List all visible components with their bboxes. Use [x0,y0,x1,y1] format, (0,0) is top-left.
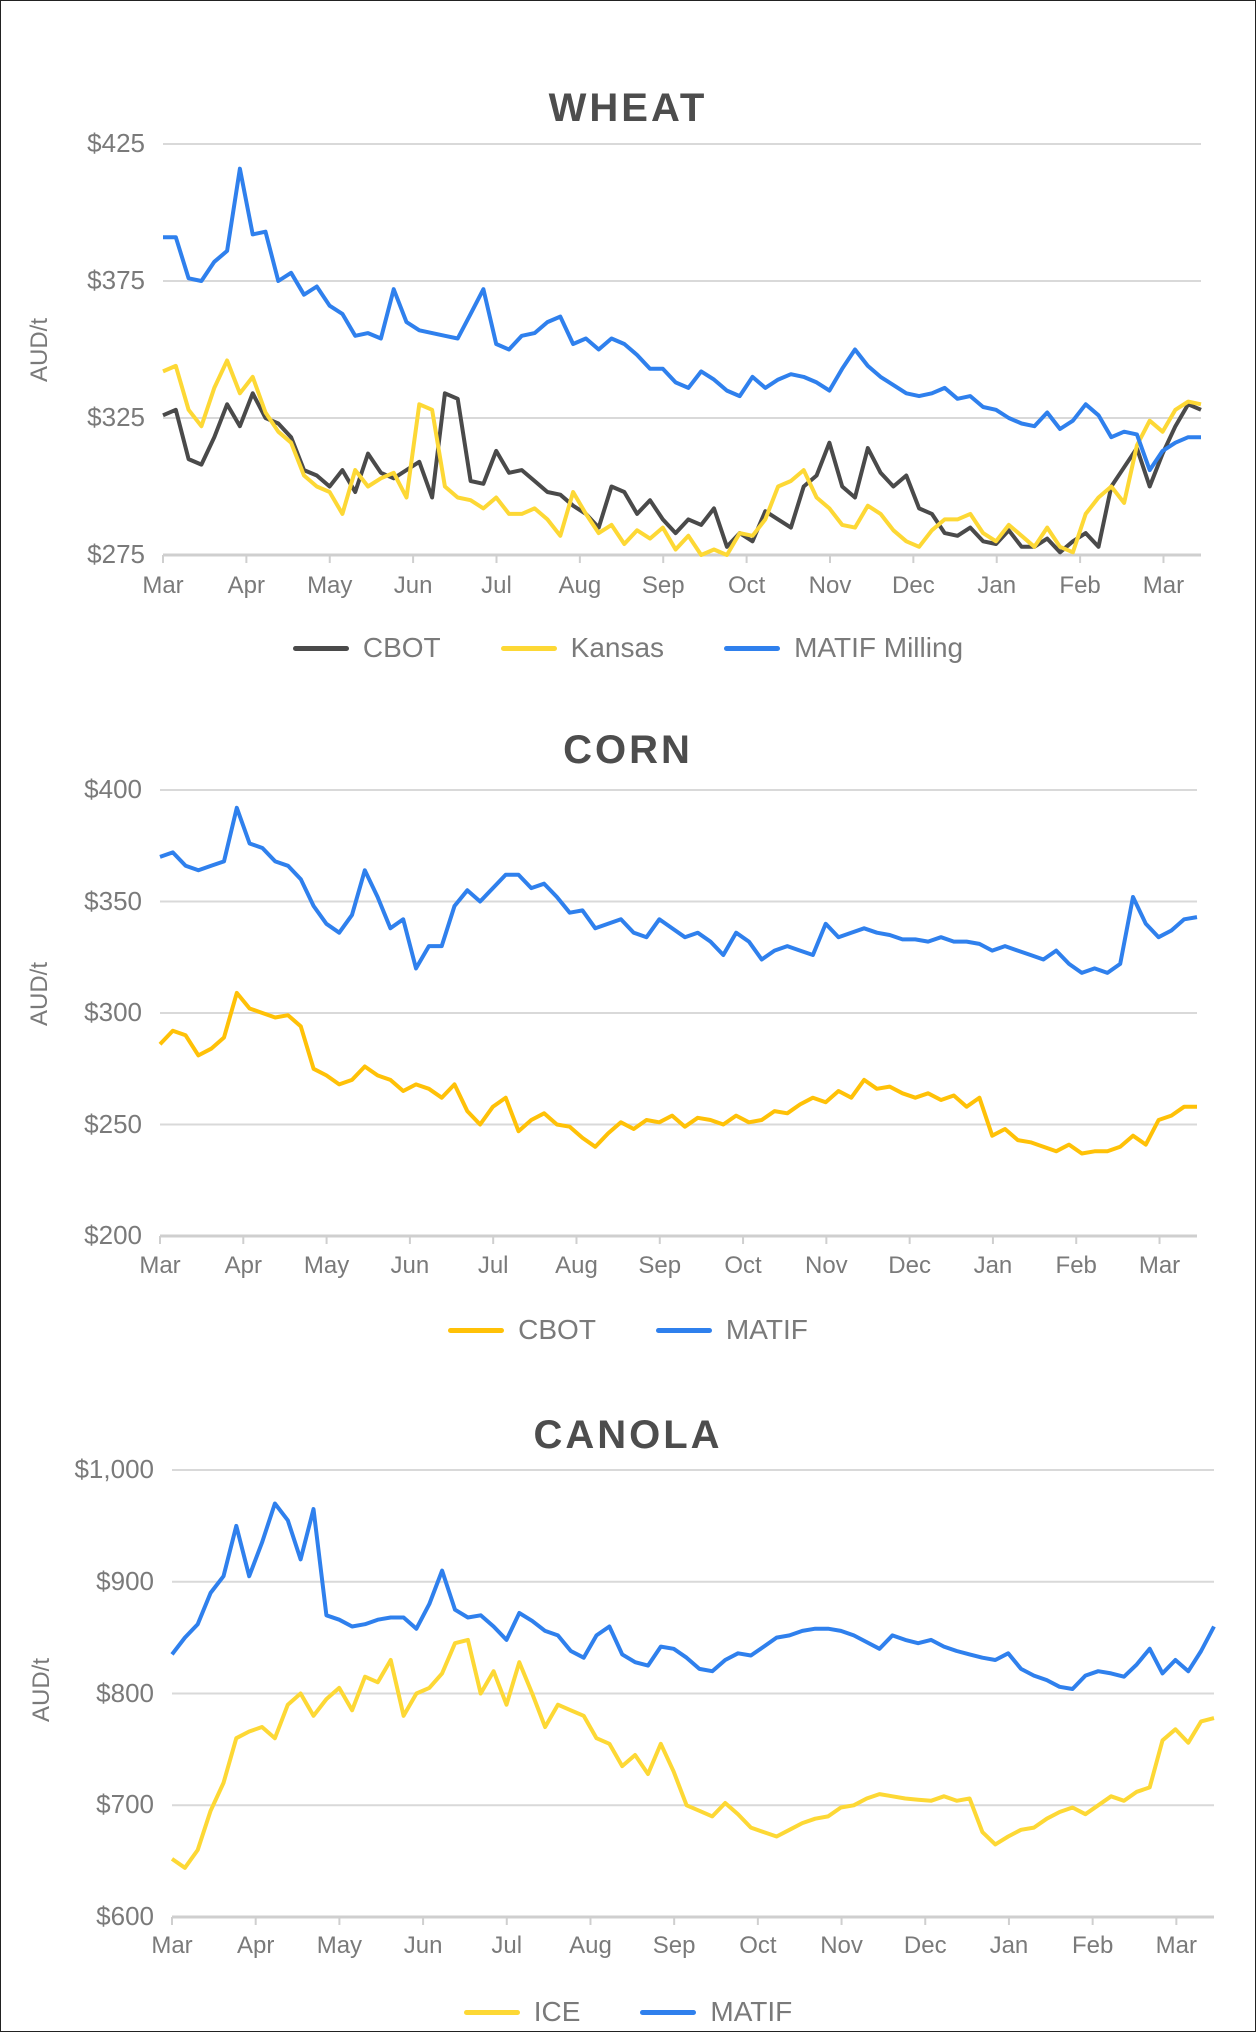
x-tick-label: Jun [393,572,433,599]
legend-swatch-icon [640,2009,697,2015]
legend-label: MATIF [710,1996,793,2027]
series-line-ice [170,1637,1215,1870]
legend-label: MATIF [725,1314,808,1345]
x-tick-label: Jul [481,572,512,599]
x-tick-label: Aug [555,1252,598,1279]
legend-item[interactable]: Kansas [500,632,665,664]
x-tick-label: Feb [1055,1252,1097,1279]
legend-label: CBOT [362,632,441,663]
line-plot [162,143,1202,563]
x-tick-label: Aug [558,572,602,599]
y-tick-label: $300 [84,997,142,1027]
x-tick-label: Sep [652,1932,696,1959]
series-line-cbot [162,391,1202,555]
legend-item[interactable]: CBOT [448,1314,596,1346]
y-tick-label: $250 [84,1108,142,1139]
x-tick-label: Dec [888,1252,931,1279]
y-tick-label: $275 [87,539,145,569]
x-tick-label: Aug [569,1932,612,1959]
x-tick-label: Apr [237,1932,275,1959]
legend-swatch-icon [448,1327,505,1333]
x-tick-label: Mar [1155,1932,1197,1959]
series-line-cbot [158,990,1197,1156]
chart-legend: CBOT Kansas MATIF Milling [0,632,1256,664]
x-tick-label: Jun [390,1252,430,1279]
legend-swatch-icon [500,645,557,651]
y-tick-label: $425 [87,128,145,158]
x-tick-label: Sep [638,1252,682,1279]
chart-title: WHEAT [548,86,708,130]
x-tick-label: Jul [491,1932,523,1959]
y-tick-label: $400 [84,774,142,804]
x-tick-label: Nov [808,572,852,599]
legend-item[interactable]: ICE [463,1996,581,2028]
legend-swatch-icon [292,645,349,651]
legend-label: CBOT [518,1314,596,1345]
y-tick-label: $900 [96,1565,154,1596]
legend-label: Kansas [570,632,665,663]
x-tick-label: Mar [1142,572,1185,599]
x-tick-label: Jan [989,1932,1029,1959]
x-tick-label: Jan [973,1252,1013,1279]
x-tick-label: Dec [892,572,935,599]
x-tick-label: Oct [739,1932,777,1959]
x-tick-label: Feb [1071,1932,1114,1959]
legend-swatch-icon [724,645,781,651]
chart-title: CANOLA [533,1413,723,1457]
x-tick-label: Mar [142,572,184,599]
legend-label: ICE [533,1996,581,2027]
legend-item[interactable]: MATIF [640,1996,792,2028]
series-line-matif [170,1501,1216,1691]
y-tick-label: $200 [84,1220,142,1250]
legend-item[interactable]: MATIF Milling [724,632,963,664]
x-tick-label: Oct [724,1252,762,1279]
y-tick-label: $325 [87,402,145,432]
x-tick-label: Jan [977,572,1017,599]
y-tick-label: $700 [96,1789,154,1820]
y-tick-label: $375 [87,265,145,295]
corn-chart: CORN AUD/t $400 $350 $300 $250 $200 Mar Apr Ma… [0,728,1256,1346]
x-tick-label: Oct [727,572,766,599]
y-tick-label: $600 [96,1901,154,1931]
x-tick-label: Mar [1138,1252,1181,1279]
x-tick-label: May [307,572,353,599]
x-tick-label: Apr [227,572,266,599]
x-tick-label: Nov [820,1932,863,1959]
y-tick-label: $800 [96,1677,154,1708]
x-tick-label: Nov [805,1252,848,1279]
legend-swatch-icon [655,1327,712,1333]
x-tick-label: Sep [641,572,685,599]
line-plot [158,789,1198,1244]
x-tick-label: Jun [403,1932,443,1959]
x-tick-label: May [316,1932,363,1959]
x-tick-label: Dec [903,1932,947,1959]
series-line-matif [159,805,1198,975]
x-tick-label: May [303,1252,350,1279]
series-line-matif-milling [163,166,1201,473]
x-tick-label: Apr [224,1252,262,1279]
legend-item[interactable]: CBOT [292,632,441,664]
chart-legend: ICE MATIF [0,1996,1256,2028]
y-tick-label: $350 [84,885,142,916]
legend-label: MATIF Milling [794,632,964,663]
chart-title: CORN [563,728,693,772]
wheat-chart: WHEAT AUD/t $425 $375 $325 $275 Mar Apr May Ju… [0,0,1256,690]
x-tick-label: Feb [1059,572,1101,599]
x-tick-label: Jul [477,1252,509,1279]
legend-item[interactable]: MATIF [655,1314,808,1346]
x-tick-label: Mar [139,1252,181,1279]
legend-swatch-icon [463,2009,520,2015]
x-tick-label: Mar [151,1932,193,1959]
y-tick-label: $1,000 [74,1454,154,1484]
chart-legend: CBOT MATIF [0,1314,1256,1346]
series-line-kansas [162,358,1202,557]
